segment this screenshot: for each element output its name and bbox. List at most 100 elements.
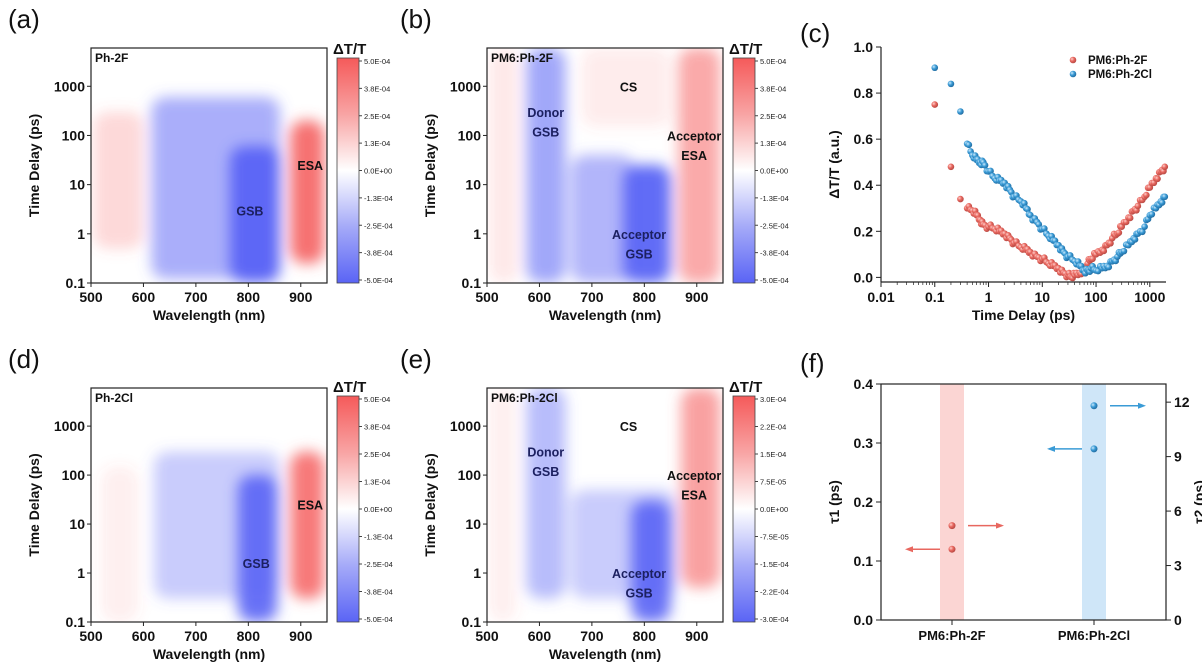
x-tick-label: 0.1 — [925, 289, 945, 305]
y-tick-label: 1000 — [450, 78, 481, 94]
panel-label: (a) — [8, 4, 40, 34]
y-tick-label: 1 — [77, 226, 85, 242]
y-tick-label: 0.6 — [854, 131, 874, 147]
heatmap-region-negative — [631, 500, 671, 622]
scatter-panel-c: (c) 0.01 0.1 1 10 100 1000 Time Delay (ps) 0.0 0.… — [800, 18, 1169, 323]
y-tick-label-left: 0.0 — [854, 612, 874, 628]
y-tick-label: 100 — [458, 127, 482, 143]
annotation-label: GSB — [626, 247, 653, 261]
sample-label: PM6:Ph-2Cl — [491, 391, 558, 405]
colorbar-tick-label: 0.0E+00 — [760, 167, 788, 176]
heatmap-blur-layer — [489, 48, 721, 283]
y-tick-label-left: 0.4 — [854, 376, 874, 392]
annotation-label: CS — [620, 420, 637, 434]
x-tick-label: 600 — [132, 628, 156, 644]
x-tick-label: 800 — [237, 628, 261, 644]
category-band — [940, 384, 964, 620]
colorbar-tick-label: -3.8E-04 — [364, 588, 393, 597]
y-tick-label-right: 0 — [1174, 612, 1182, 628]
annotation-label: Donor — [527, 106, 564, 120]
colorbar-tick-label: -1.3E-04 — [364, 194, 393, 203]
data-point — [931, 64, 939, 72]
colorbar — [732, 395, 756, 623]
y-tick-label-right: 9 — [1174, 449, 1182, 465]
annotation-label: Acceptor — [667, 129, 721, 143]
colorbar-tick-label: 5.0E-04 — [760, 57, 786, 66]
y-tick-label: 10 — [69, 177, 85, 193]
x-axis-label: Time Delay (ps) — [972, 307, 1075, 323]
x-axis-label: Wavelength (nm) — [153, 646, 265, 662]
y-tick-label: 1000 — [54, 418, 85, 434]
heatmap-panel-d: (d) Ph-2Cl GSB ESA 500 600 700 800 900 Wavelength… — [8, 344, 393, 662]
heatmap-panel-e: (e) PM6:Ph-2Cl CS Donor GSB Acceptor ESA Accept… — [400, 344, 789, 662]
colorbar-tick-label: 1.3E-04 — [364, 139, 390, 148]
plot-frame — [90, 387, 328, 623]
data-point — [931, 101, 939, 108]
y-tick-label: 1000 — [54, 78, 85, 94]
colorbar-tick-label: 5.0E-04 — [364, 57, 390, 66]
y-tick-label: 100 — [458, 467, 482, 483]
data-point — [1120, 247, 1128, 255]
y-axis-label-left: τ1 (ps) — [826, 480, 842, 524]
x-tick-label: 900 — [685, 628, 709, 644]
x-axis-label: Wavelength (nm) — [153, 307, 265, 323]
data-point — [1154, 175, 1161, 183]
data-point — [981, 161, 989, 169]
colorbar-tick-label: -5.0E-04 — [364, 276, 393, 285]
heatmap-region-positive — [581, 48, 671, 127]
heatmap-region-negative — [237, 475, 278, 622]
category-label: PM6:Ph-2F — [918, 628, 985, 643]
colorbar-tick-label: -3.8E-04 — [760, 249, 789, 258]
annotation-label: Donor — [527, 446, 564, 460]
heatmap-features — [489, 48, 721, 283]
colorbar — [732, 57, 756, 284]
annotation-label: GSB — [532, 465, 559, 479]
data-point — [1143, 191, 1150, 199]
x-tick-label: 500 — [475, 289, 499, 305]
colorbar-tick-label: -1.3E-04 — [364, 533, 393, 542]
y-tick-label-right: 6 — [1174, 503, 1182, 519]
y-tick-label: 0.1 — [66, 275, 86, 291]
data-point — [987, 167, 994, 175]
data-point — [1089, 255, 1096, 263]
panel-label: (d) — [8, 344, 40, 374]
x-tick-label: 10 — [1035, 289, 1051, 305]
y-axis-label: Time Delay (ps) — [26, 453, 42, 556]
y-tick-label: 0.4 — [854, 177, 874, 193]
colorbar-tick-label: 3.0E-04 — [760, 395, 786, 404]
data-point — [1158, 199, 1166, 206]
annotation-label: Acceptor — [667, 469, 721, 483]
plot-frame — [90, 47, 328, 284]
heatmap-region-negative — [526, 48, 566, 283]
y-axis-label: ΔT/T (a.u.) — [826, 130, 842, 198]
data-point — [1139, 228, 1146, 236]
data-point — [1141, 223, 1148, 231]
y-tick-label: 100 — [62, 467, 86, 483]
y-tick-label: 10 — [465, 516, 481, 532]
y-tick-label: 0.8 — [854, 85, 874, 101]
sample-label: PM6:Ph-2F — [491, 51, 553, 65]
data-point — [947, 80, 955, 88]
y-axis-label: Time Delay (ps) — [422, 114, 438, 217]
y-tick-label: 0.1 — [462, 275, 482, 291]
colorbar-tick-label: 3.8E-04 — [760, 84, 786, 93]
heatmap-panel-b: (b) PM6:Ph-2F CS Donor GSB Acceptor ESA Accepto… — [400, 4, 789, 323]
colorbar — [336, 57, 360, 284]
y-axis-label-right: τ2 (ps) — [1191, 480, 1202, 524]
legend-marker — [1069, 70, 1077, 78]
colorbar-tick-label: 3.8E-04 — [364, 423, 390, 432]
annotation-label: Acceptor — [612, 228, 666, 242]
y-tick-label-left: 0.3 — [854, 435, 874, 451]
panel-label: (c) — [800, 18, 830, 48]
heatmap-features — [489, 388, 721, 622]
y-tick-label: 1 — [77, 565, 85, 581]
data-point-τ1 — [948, 545, 956, 553]
colorbar-tick-label: 3.8E-04 — [364, 84, 390, 93]
x-tick-label: 900 — [685, 289, 709, 305]
sample-label: Ph-2F — [95, 51, 128, 65]
heatmap-region-positive — [101, 466, 139, 622]
annotation-label: ESA — [681, 489, 707, 503]
sample-label: Ph-2Cl — [95, 391, 133, 405]
x-tick-label: 100 — [1084, 289, 1108, 305]
data-point — [1105, 263, 1113, 271]
